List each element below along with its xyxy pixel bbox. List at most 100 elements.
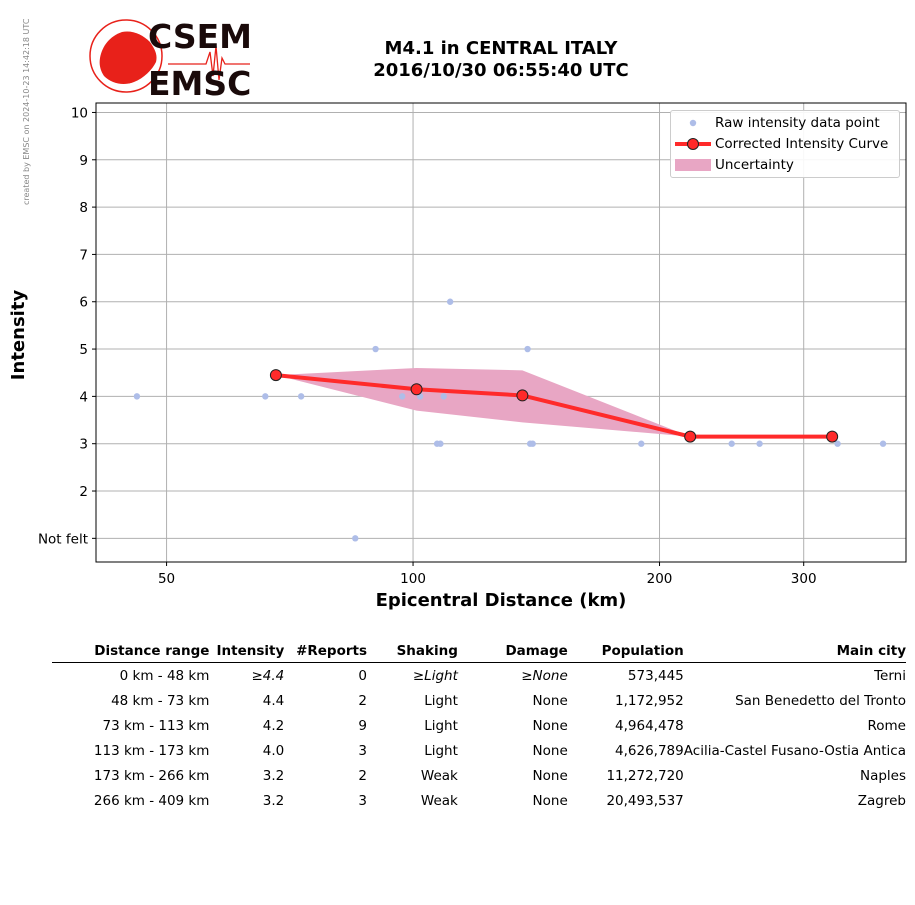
table-cell: ≥4.4 [251,667,285,684]
table-header-cell: #Reports [284,640,368,663]
legend-label-uncertainty: Uncertainty [715,157,794,173]
raw-data-point [133,393,141,400]
table-cell: 2 [358,767,368,784]
table-cell: 3.2 [262,792,285,809]
table-cell: Light [424,692,458,709]
table-cell: 20,493,537 [606,792,684,809]
raw-data-point [879,440,887,447]
table-cell: 11,272,720 [606,767,684,784]
table-header-cell: Shaking [367,640,458,663]
table-cell: San Benedetto del Tronto [735,692,906,709]
table-cell: ≥None [521,667,568,684]
table-cell: Light [424,742,458,759]
chart-legend: Raw intensity data point Corrected Inten… [670,110,900,178]
x-tick-label: 50 [158,571,175,587]
raw-data-point [728,440,735,447]
raw-data-point [440,393,447,400]
table-cell: Rome [867,717,907,734]
legend-label-raw: Raw intensity data point [715,115,880,131]
table-row: 0 km - 48 km ≥4.4 0 ≥Light ≥None 573,445 Terni [52,663,906,689]
logo-seismogram-icon [168,45,250,81]
table-cell: Weak [420,792,458,809]
table-row: 73 km - 113 km 4.2 9 Light None 4,964,478 Rome [52,713,906,738]
table-cell: 48 km - 73 km [111,692,210,709]
y-tick-label: 6 [79,295,88,311]
table-cell: ≥Light [412,667,458,684]
corrected-curve-point [269,369,282,382]
corrected-curve-point [516,389,529,402]
table-row: 113 km - 173 km 4.0 3 Light None 4,626,789 Aci… [52,738,906,763]
y-tick-label: 2 [79,484,88,500]
table-row: 48 km - 73 km 4.4 2 Light None 1,172,952 San B… [52,688,906,713]
emsc-logo: CSEM EMSC [89,18,252,98]
raw-data-point [372,345,379,353]
table-cell: 3.2 [262,767,285,784]
y-tick-label: 8 [79,200,88,216]
table-cell: 173 km - 266 km [93,767,210,784]
table-body: 0 km - 48 km ≥4.4 0 ≥Light ≥None 573,445 Terni… [52,663,906,814]
x-tick-label: 300 [791,571,817,587]
table-cell: 4.4 [262,692,285,709]
y-axis-label: Intensity [8,289,29,381]
raw-data-point [352,535,359,542]
legend-label-curve: Corrected Intensity Curve [715,136,889,152]
raw-data-point [297,393,305,400]
table-cell: 4.2 [262,717,285,734]
y-tick-label: 10 [71,105,88,121]
table-cell: 3 [358,792,368,809]
table-cell: 266 km - 409 km [93,792,210,809]
corrected-curve-point [684,430,697,443]
table-cell: 1,172,952 [615,692,684,709]
y-tick-label: 4 [79,389,88,405]
intensity-chart: Not felt 2 3 4 5 6 7 8 9 10 50 100 200 300 [38,102,907,587]
raw-data-point [834,440,841,447]
table-cell: Weak [420,767,458,784]
table-header-cell: Intensity [209,640,285,663]
logo-line1: CSEM [148,18,252,56]
table-cell: 4.0 [262,742,285,759]
table-header-cell: Damage [457,640,568,663]
table-header-cell: Main city [683,640,906,663]
table-cell: 9 [358,717,368,734]
x-axis-label: Epicentral Distance (km) [375,590,627,611]
table-cell: None [532,767,568,784]
table-header-cell: Distance range [52,640,210,663]
table-cell: 3 [358,742,368,759]
table-row: 266 km - 409 km 3.2 3 Weak None 20,493,537 Zag… [52,788,906,813]
raw-data-point [756,440,763,447]
table-cell: 2 [358,692,368,709]
curve-line-icon [675,138,711,150]
table-row: 173 km - 266 km 3.2 2 Weak None 11,272,720 Nap… [52,763,906,788]
uncertainty-patch-icon [675,159,711,171]
table-cell: None [532,692,568,709]
table-cell: None [532,742,568,759]
corrected-curve-point [826,430,839,443]
table-cell: 0 km - 48 km [119,667,210,684]
y-tick-label: 7 [79,247,88,263]
table-cell: None [532,792,568,809]
raw-data-point [399,393,406,400]
y-tick-label: 9 [79,153,88,169]
table-cell: Zagreb [857,792,906,809]
table-cell: None [532,717,568,734]
table-header-row: Distance range Intensity #Reports Shaking Da… [52,640,906,663]
y-tick-label: Not felt [38,531,88,547]
y-tick-label: 3 [79,437,88,453]
raw-data-point [524,345,531,353]
table-cell: Terni [874,667,906,684]
raw-data-point [262,393,269,400]
table-cell: 573,445 [627,667,684,684]
x-tick-label: 100 [400,571,426,587]
intensity-summary-table: Distance range Intensity #Reports Shaking Da… [52,640,906,813]
table-cell: 0 [358,667,368,684]
chart-title-line1: M4.1 in CENTRAL ITALY [384,38,618,59]
corrected-curve-point [410,383,423,396]
table-cell: Light [424,717,458,734]
chart-title-line2: 2016/10/30 06:55:40 UTC [373,60,629,81]
y-tick-label: 5 [79,342,88,358]
raw-data-point [638,440,645,447]
logo-map-icon [99,31,157,84]
raw-data-point [529,440,536,447]
table-cell: 113 km - 173 km [93,742,210,759]
table-cell: Acilia-Castel Fusano-Ostia Antica [683,742,906,759]
